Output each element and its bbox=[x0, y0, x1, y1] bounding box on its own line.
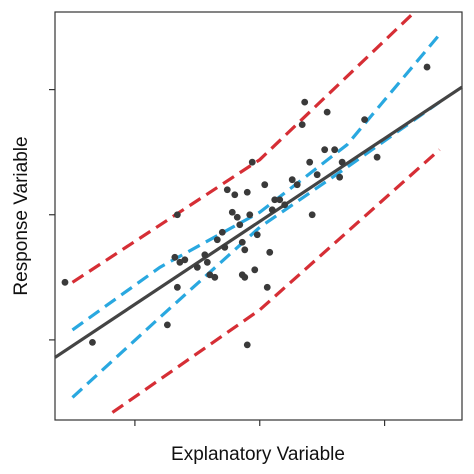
data-point bbox=[213, 236, 221, 244]
data-point bbox=[171, 253, 179, 261]
data-point bbox=[263, 283, 271, 291]
data-point bbox=[321, 146, 329, 154]
data-point bbox=[313, 171, 321, 179]
data-point bbox=[361, 116, 369, 124]
data-point bbox=[236, 221, 244, 229]
data-point bbox=[163, 321, 171, 329]
band-line bbox=[71, 10, 416, 284]
data-point bbox=[373, 153, 381, 161]
data-point bbox=[423, 63, 431, 71]
data-point bbox=[251, 266, 259, 274]
data-point bbox=[241, 246, 249, 254]
band-line bbox=[71, 33, 441, 332]
data-point bbox=[203, 258, 211, 266]
plot-frame bbox=[54, 11, 463, 421]
data-point bbox=[61, 278, 69, 286]
data-point bbox=[221, 243, 229, 251]
data-point bbox=[261, 181, 269, 189]
data-point bbox=[253, 231, 261, 239]
data-point bbox=[281, 201, 289, 209]
data-point bbox=[173, 283, 181, 291]
data-point bbox=[298, 121, 306, 129]
data-point bbox=[338, 158, 346, 166]
data-point bbox=[301, 98, 309, 106]
data-point bbox=[243, 341, 251, 349]
data-point bbox=[248, 158, 256, 166]
data-point bbox=[201, 251, 209, 259]
data-point bbox=[268, 206, 276, 214]
data-point bbox=[233, 213, 241, 221]
data-point bbox=[89, 339, 96, 346]
band-line bbox=[111, 148, 441, 414]
data-point bbox=[243, 188, 251, 196]
data-point bbox=[293, 181, 301, 189]
data-point bbox=[276, 196, 284, 204]
band-line bbox=[71, 100, 441, 399]
data-point bbox=[308, 211, 316, 219]
fit-line bbox=[54, 85, 463, 359]
data-point bbox=[231, 191, 239, 199]
data-point bbox=[193, 263, 201, 271]
data-point bbox=[181, 256, 189, 264]
data-point bbox=[331, 146, 339, 154]
data-point bbox=[238, 238, 246, 246]
data-point bbox=[241, 273, 249, 281]
data-point bbox=[211, 273, 219, 281]
data-point bbox=[218, 228, 226, 236]
data-point bbox=[228, 208, 236, 216]
data-point bbox=[336, 173, 344, 181]
y-axis-label: Response Variable bbox=[11, 136, 32, 295]
data-point bbox=[246, 211, 254, 219]
data-point bbox=[173, 211, 181, 219]
data-point bbox=[306, 158, 314, 166]
data-point bbox=[223, 186, 231, 194]
data-point bbox=[323, 108, 331, 116]
data-point bbox=[271, 196, 279, 204]
x-axis-label: Explanatory Variable bbox=[171, 444, 345, 465]
data-point bbox=[288, 176, 296, 184]
data-point bbox=[266, 248, 274, 256]
